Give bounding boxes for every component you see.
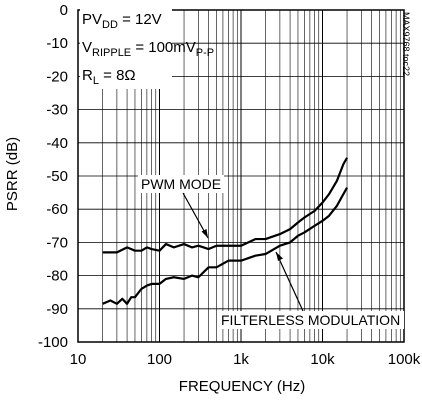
- series-line-filterless-modulation: [102, 187, 348, 305]
- x-tick-label: 10k: [310, 351, 335, 368]
- condition-vripple: VRIPPLE = 100mVP-P: [82, 39, 214, 59]
- y-tick-label: -70: [46, 234, 68, 251]
- y-tick-label: 0: [60, 2, 68, 19]
- x-tick-label: 100k: [388, 351, 421, 368]
- annotation-pwm-mode-label: PWM MODE: [141, 176, 221, 192]
- series-layer: [102, 157, 348, 305]
- y-tick-label: -80: [46, 268, 68, 285]
- y-tick-label: -90: [46, 301, 68, 318]
- conditions-box: PVDD = 12V VRIPPLE = 100mVP-P RL = 8Ω: [80, 7, 214, 89]
- series-line-pwm-mode: [102, 157, 348, 254]
- annotation-filterless-modulation: FILTERLESS MODULATION: [218, 251, 404, 329]
- annotation-pwm-mode: PWM MODE: [138, 175, 224, 239]
- x-axis-title: FREQUENCY (Hz): [179, 378, 305, 395]
- x-tick-label: 100: [147, 351, 172, 368]
- y-tick-label: -10: [46, 35, 68, 52]
- x-tick-label: 1k: [233, 351, 249, 368]
- y-tick-label: -20: [46, 68, 68, 85]
- x-tick-label: 10: [70, 351, 87, 368]
- y-axis-title: PSRR (dB): [4, 137, 21, 211]
- condition-rl: RL = 8Ω: [82, 67, 136, 87]
- y-tick-label: -100: [38, 334, 68, 351]
- condition-pvdd: PVDD = 12V: [82, 11, 162, 31]
- plot-frame: [77, 9, 405, 343]
- y-tick-label: -40: [46, 135, 68, 152]
- annotation-filterless-label: FILTERLESS MODULATION: [221, 312, 400, 328]
- y-tick-label: -50: [46, 168, 68, 185]
- y-tick-label: -60: [46, 201, 68, 218]
- figure-id-watermark: MAX9768 toc22: [401, 12, 411, 76]
- y-tick-label: -30: [46, 102, 68, 119]
